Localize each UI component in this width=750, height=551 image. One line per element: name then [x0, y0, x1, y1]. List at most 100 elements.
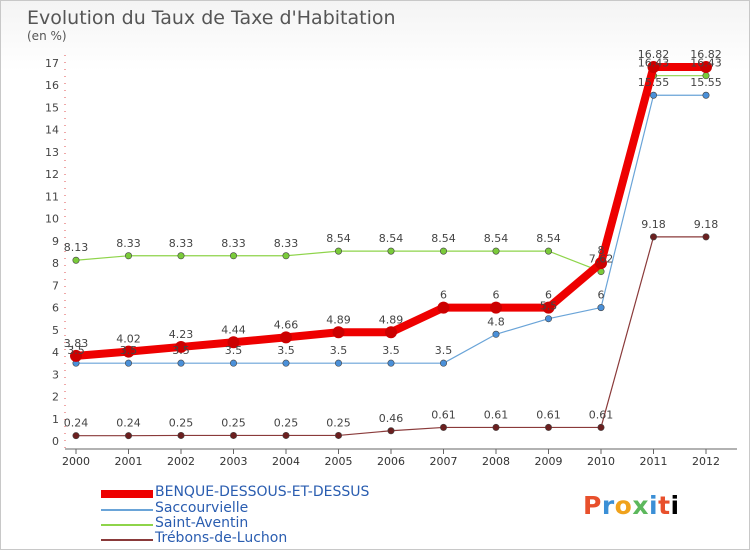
data-label: 0.61 [431, 408, 456, 421]
data-point [175, 340, 187, 353]
data-point [544, 315, 552, 323]
data-label: 0.46 [379, 412, 404, 425]
data-point [122, 345, 135, 358]
data-label: 7.62 [589, 253, 614, 266]
data-label: 9.18 [694, 218, 719, 231]
data-label: 8.54 [484, 232, 509, 245]
data-label: 0.61 [484, 408, 509, 421]
chart-title: Evolution du Taux de Taxe d'Habitation [27, 7, 396, 29]
data-label: 9.18 [641, 218, 666, 231]
data-label: 6 [545, 289, 552, 302]
data-label: 0.61 [536, 408, 561, 421]
data-point [544, 423, 552, 431]
data-label: 6 [598, 289, 605, 302]
data-label: 8.54 [326, 232, 351, 245]
legend-swatch [101, 524, 153, 526]
data-point [177, 431, 185, 439]
data-point [334, 431, 342, 439]
data-point [387, 427, 395, 435]
data-label: 8 [598, 244, 605, 257]
data-point [649, 91, 657, 99]
data-point [282, 252, 290, 260]
logo-letter: o [614, 491, 633, 520]
data-point [702, 233, 710, 241]
y-tick-label: 16 [45, 79, 59, 92]
x-tick-label: 2010 [587, 455, 615, 468]
data-label: 8.54 [379, 232, 404, 245]
data-label: 3.5 [120, 344, 138, 357]
data-point [230, 359, 238, 367]
y-tick-label: 11 [45, 190, 59, 203]
data-label: 4.44 [221, 323, 246, 336]
legend-swatch [101, 490, 153, 498]
data-label: 3.5 [330, 344, 348, 357]
data-label: 0.25 [221, 416, 246, 429]
data-label: 3.5 [67, 344, 85, 357]
y-tick-label: 2 [52, 391, 59, 404]
data-point [439, 247, 447, 255]
data-point [439, 423, 447, 431]
data-point [387, 359, 395, 367]
data-point [490, 301, 502, 314]
x-tick-label: 2005 [325, 455, 353, 468]
y-tick-label: 5 [52, 324, 59, 337]
data-label: 16.82 [638, 48, 670, 61]
y-tick-label: 10 [45, 213, 59, 226]
logo-letter: P [583, 491, 602, 520]
data-point [125, 359, 133, 367]
data-label: 8.54 [431, 232, 456, 245]
y-tick-label: 15 [45, 101, 59, 114]
x-tick-label: 2008 [482, 455, 510, 468]
y-tick-label: 12 [45, 168, 59, 181]
data-label: 6 [493, 289, 500, 302]
data-point [492, 247, 500, 255]
y-tick-label: 4 [52, 346, 59, 359]
legend-label: Trébons-de-Luchon [155, 530, 288, 546]
x-tick-label: 2000 [62, 455, 90, 468]
data-point [72, 256, 80, 264]
legend-swatch [101, 509, 153, 511]
x-tick-label: 2001 [115, 455, 143, 468]
data-point [280, 331, 292, 344]
data-label: 16.43 [690, 57, 722, 70]
logo-letter: r [601, 491, 615, 520]
data-label: 3.5 [435, 344, 453, 357]
data-label: 15.55 [638, 76, 670, 89]
data-label: 4.89 [326, 313, 351, 326]
y-tick-label: 17 [45, 57, 59, 70]
data-point [647, 61, 660, 74]
data-label: 16.43 [638, 57, 670, 70]
data-point [439, 359, 447, 367]
proxiti-logo: Proxiti [583, 491, 680, 520]
y-tick-label: 8 [52, 257, 59, 270]
data-label: 3.5 [382, 344, 400, 357]
data-label: 8.33 [274, 237, 299, 250]
data-point [649, 233, 657, 241]
data-point [544, 247, 552, 255]
data-label: 3.5 [225, 344, 243, 357]
y-tick-label: 7 [52, 279, 59, 292]
data-point [492, 330, 500, 338]
data-label: 4.89 [379, 313, 404, 326]
data-label: 0.24 [116, 417, 141, 430]
data-label: 8.33 [116, 237, 141, 250]
data-point [542, 301, 555, 314]
logo-letter: i [649, 491, 659, 520]
logo-letter: t [658, 491, 671, 520]
data-label: 4.23 [169, 328, 194, 341]
y-tick-label: 9 [52, 235, 59, 248]
data-label: 8.13 [64, 241, 89, 254]
data-point [334, 359, 342, 367]
data-label: 8.33 [221, 237, 246, 250]
data-point [282, 359, 290, 367]
data-point [177, 252, 185, 260]
data-point [72, 432, 80, 440]
data-point [597, 304, 605, 312]
data-point [125, 252, 133, 260]
data-label: 8.33 [169, 237, 194, 250]
data-label: 3.5 [277, 344, 295, 357]
data-point [437, 301, 450, 314]
legend-label: BENQUE-DESSOUS-ET-DESSUS [155, 484, 370, 500]
